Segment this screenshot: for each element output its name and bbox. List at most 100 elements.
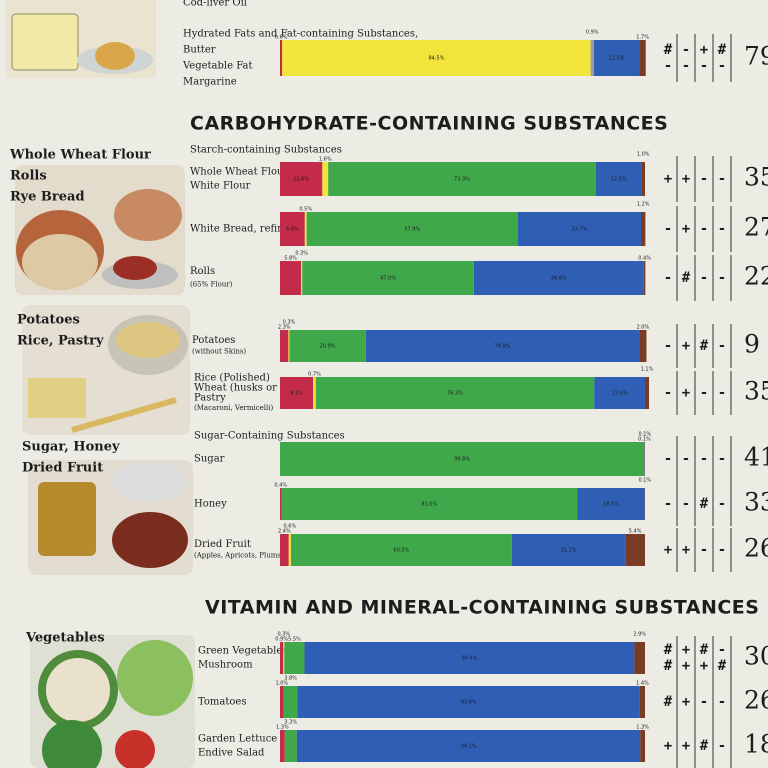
bar-segment: [639, 330, 647, 362]
nutrient-symbol: +: [664, 738, 672, 754]
nutrient-symbol: -: [718, 221, 726, 237]
bar-segment: [595, 162, 642, 196]
row-label: Potatoes: [192, 335, 235, 346]
nutrient-symbol: -: [700, 221, 708, 237]
row-label: Wheat (husks or flakes): [194, 383, 314, 394]
value-label: 3.8%: [284, 676, 297, 682]
nutrient-symbol: -: [718, 642, 726, 658]
value-label: 0.3%: [283, 320, 296, 326]
value-label: 5.5%: [288, 637, 301, 643]
row-label: Vegetable Fat: [182, 61, 252, 72]
nutrient-symbol: #: [664, 694, 673, 710]
calorie-number: 79: [744, 42, 768, 71]
value-label: 2.9%: [633, 632, 646, 638]
nutrient-symbol: -: [664, 451, 672, 467]
dried-fruit: [112, 512, 188, 568]
bar-segment: [280, 488, 282, 520]
nutrient-symbol: #: [664, 42, 673, 58]
row-label: Rolls: [190, 266, 215, 277]
value-label: 0.6%: [284, 524, 297, 530]
bar-segment: [625, 534, 645, 566]
value-label: 1.1%: [641, 367, 654, 373]
nutrient-symbol: #: [682, 270, 691, 286]
value-label: 0.1%: [638, 437, 651, 443]
nutrient-symbol: -: [700, 385, 708, 401]
bar-segment: [313, 377, 316, 409]
bar-segment: [641, 162, 645, 196]
bar-segment: [322, 162, 329, 196]
nutrient-symbol: -: [682, 451, 690, 467]
nutrient-symbol: +: [682, 385, 690, 401]
row-label: Green Vegetables: [198, 646, 287, 657]
value-label: 12.5%: [609, 56, 625, 62]
bar-segment: [594, 377, 645, 409]
row-label: (Macaroni, Vermicelli): [194, 404, 273, 412]
value-label: 0.7%: [308, 372, 321, 378]
value-label: 0.1%: [638, 432, 651, 438]
bar-segment: [590, 40, 594, 76]
nutrient-symbol: -: [700, 171, 708, 187]
bar-segment: [289, 330, 366, 362]
nutrient-symbol: +: [682, 221, 690, 237]
bar-segment: [288, 330, 290, 362]
nutrient-symbol: -: [682, 496, 690, 512]
value-label: 0.1%: [638, 478, 651, 484]
calorie-number: 18: [744, 730, 768, 759]
bar-segment: [284, 730, 297, 762]
bread-slice: [22, 234, 98, 290]
nutrient-symbol: -: [718, 270, 726, 286]
nutrient-symbol: +: [682, 658, 690, 674]
value-label: 2.4%: [278, 529, 291, 535]
row-label: Sugar: [194, 454, 225, 465]
bar-segment: [290, 534, 512, 566]
nutrient-symbol: +: [664, 542, 672, 558]
calorie-number: 26: [744, 686, 768, 715]
nutrient-symbol: +: [682, 642, 690, 658]
bar-segment: [640, 212, 646, 246]
row-label: Endive Salad: [198, 748, 265, 759]
bar-segment: [282, 40, 591, 76]
value-label: 1.6%: [319, 157, 332, 163]
bar-segment: [634, 642, 645, 674]
nutrient-symbol: -: [700, 58, 708, 74]
bar-segment: [577, 488, 645, 520]
value-label: 0.5%: [299, 207, 312, 213]
row-label: (without Skins): [192, 348, 246, 356]
nutrient-symbol: -: [682, 42, 690, 58]
nutrient-symbol: #: [718, 658, 727, 674]
row-label: Butter: [183, 45, 216, 56]
value-label: 6.8%: [286, 227, 299, 233]
illustration-label: Rice, Pastry: [17, 334, 104, 349]
nutrient-symbol: -: [664, 270, 672, 286]
value-label: 33.7%: [572, 227, 588, 233]
bar-segment: [511, 534, 626, 566]
nutrient-symbol: +: [682, 338, 690, 354]
value-label: 9.1%: [290, 391, 303, 397]
nutrient-symbol: -: [718, 451, 726, 467]
nutrient-symbol: -: [682, 58, 690, 74]
bar-segment: [517, 212, 641, 246]
nutrient-symbol: +: [682, 738, 690, 754]
value-label: 76.3%: [447, 391, 463, 397]
nutrient-symbol: +: [682, 171, 690, 187]
value-label: 93.8%: [461, 700, 477, 706]
value-label: 60.5%: [393, 548, 409, 554]
bar-segment: [473, 261, 644, 295]
illustrations: [6, 0, 195, 768]
bar-segment: [280, 730, 285, 762]
value-label: 47.0%: [380, 276, 396, 282]
nutrient-symbol: #: [718, 42, 727, 58]
bar-segment: [281, 488, 578, 520]
section-title: CARBOHYDRATE-CONTAINING SUBSTANCES: [190, 113, 668, 135]
pasta: [71, 397, 177, 433]
section-title: VITAMIN AND MINERAL-CONTAINING SUBSTANCE…: [205, 597, 759, 619]
nutrient-symbol: +: [682, 542, 690, 558]
tomato: [115, 730, 155, 768]
row-label: Hydrated Fats and Fat-containing Substan…: [183, 29, 418, 40]
bar-segment: [645, 377, 650, 409]
value-label: 1.2%: [637, 202, 650, 208]
nutrient-symbol: -: [718, 171, 726, 187]
cut-label: Cod-liver Oil: [183, 0, 247, 9]
row-label: Mushroom: [198, 660, 253, 671]
value-label: 90.4%: [461, 656, 477, 662]
